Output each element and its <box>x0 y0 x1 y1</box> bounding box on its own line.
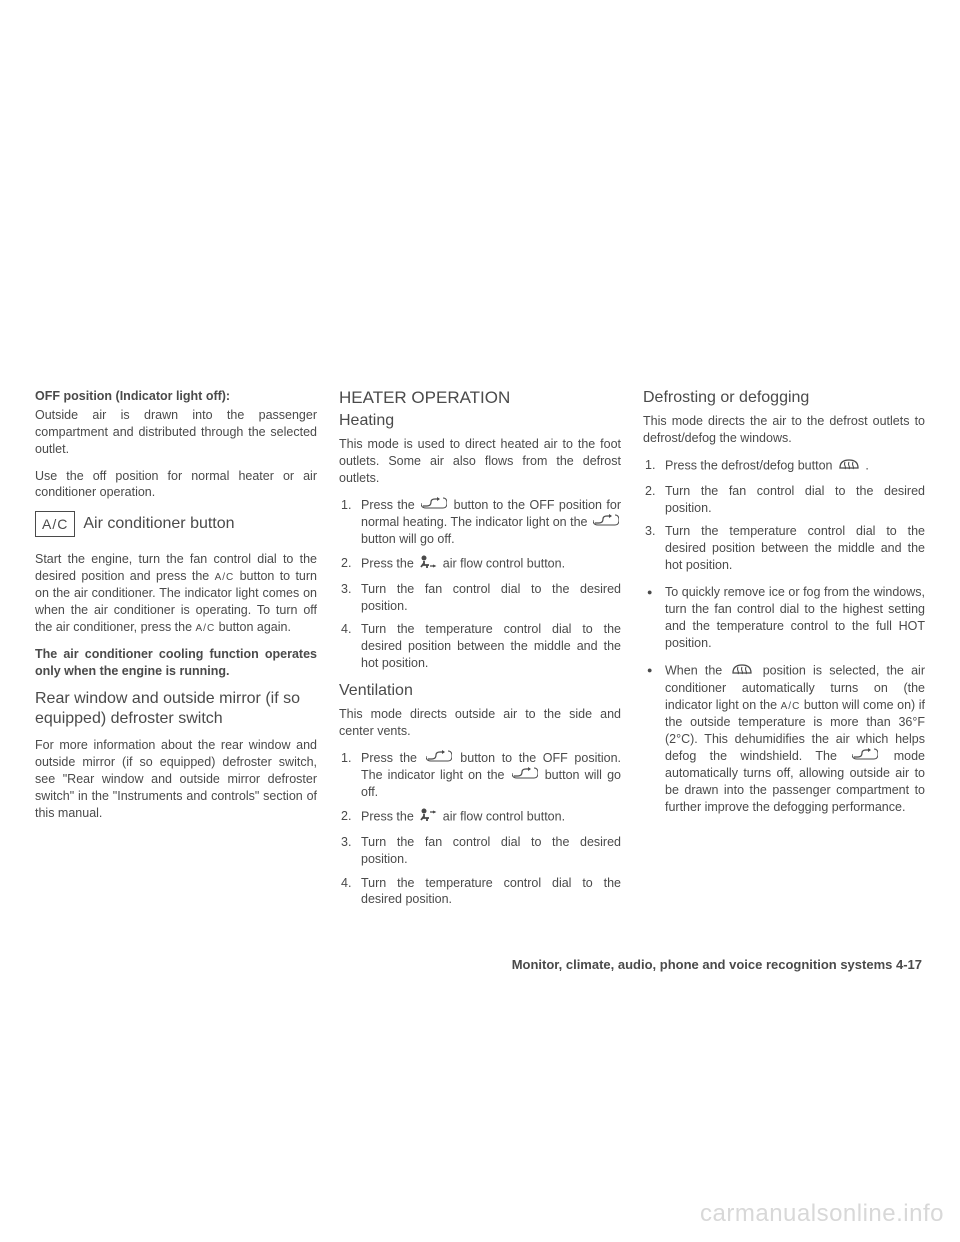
defrost-icon <box>838 457 860 476</box>
ventilation-step-4: Turn the temperature control dial to the… <box>361 875 621 909</box>
ac-heading: Air conditioner button <box>83 514 234 534</box>
recirculate-icon <box>421 497 447 514</box>
heating-p: This mode is used to direct heated air t… <box>339 436 621 487</box>
rear-window-heading: Rear window and outside mirror (if so eq… <box>35 689 317 729</box>
recirculate-icon <box>852 748 878 765</box>
defrost-step-2: Turn the fan control dial to the desired… <box>665 483 925 517</box>
ventilation-p: This mode directs outside air to the sid… <box>339 706 621 740</box>
defrost-step-3: Turn the temperature control dial to the… <box>665 523 925 574</box>
column-3: Defrosting or defogging This mode direct… <box>643 388 925 918</box>
heating-step-3: Turn the fan control dial to the desired… <box>361 581 621 615</box>
ac-icon: A/C <box>35 511 75 537</box>
column-1: OFF position (Indicator light off): Outs… <box>35 388 317 918</box>
page-content: OFF position (Indicator light off): Outs… <box>35 388 925 918</box>
defrost-icon <box>731 662 753 681</box>
defrost-heading: Defrosting or defogging <box>643 389 925 407</box>
ac-bold-note: The air conditioner cooling function ope… <box>35 646 317 680</box>
defrost-notes: To quickly remove ice or fog from the wi… <box>643 584 925 816</box>
off-position-heading: OFF position (Indicator light off): <box>35 388 317 405</box>
ventilation-heading: Ventilation <box>339 682 621 700</box>
defrost-steps: Press the defrost/defog button . Turn th… <box>643 457 925 574</box>
face-vent-icon <box>419 808 437 827</box>
heating-heading: Heating <box>339 412 621 430</box>
recirculate-icon <box>426 750 452 767</box>
off-position-p2: Use the off position for normal heater o… <box>35 468 317 502</box>
watermark: carmanualsonline.info <box>700 1200 944 1228</box>
ventilation-step-3: Turn the fan control dial to the desired… <box>361 834 621 868</box>
column-2: HEATER OPERATION Heating This mode is us… <box>339 388 621 918</box>
recirculate-icon <box>512 767 538 784</box>
defrost-p: This mode directs the air to the defrost… <box>643 413 925 447</box>
recirculate-icon <box>593 514 619 531</box>
defrost-note-1: To quickly remove ice or fog from the wi… <box>665 584 925 652</box>
rear-window-p: For more information about the rear wind… <box>35 737 317 821</box>
heater-operation-heading: HEATER OPERATION <box>339 388 621 408</box>
ac-paragraph: Start the engine, turn the fan control d… <box>35 551 317 635</box>
ac-heading-row: A/C Air conditioner button <box>35 511 317 537</box>
off-position-p1: Outside air is drawn into the passenger … <box>35 407 317 458</box>
ventilation-step-1: Press the button to the OFF position. Th… <box>361 750 621 801</box>
ventilation-step-2: Press the air flow control button. <box>361 808 621 827</box>
defrost-note-2: When the position is selected, the air c… <box>665 662 925 816</box>
heating-step-1: Press the button to the OFF position for… <box>361 497 621 548</box>
ventilation-steps: Press the button to the OFF position. Th… <box>339 750 621 909</box>
heating-steps: Press the button to the OFF position for… <box>339 497 621 672</box>
heating-step-2: Press the air flow control button. <box>361 555 621 574</box>
page-footer: Monitor, climate, audio, phone and voice… <box>512 957 922 972</box>
defrost-step-1: Press the defrost/defog button . <box>665 457 925 476</box>
heating-step-4: Turn the temperature control dial to the… <box>361 621 621 672</box>
floor-vent-icon <box>419 555 437 574</box>
